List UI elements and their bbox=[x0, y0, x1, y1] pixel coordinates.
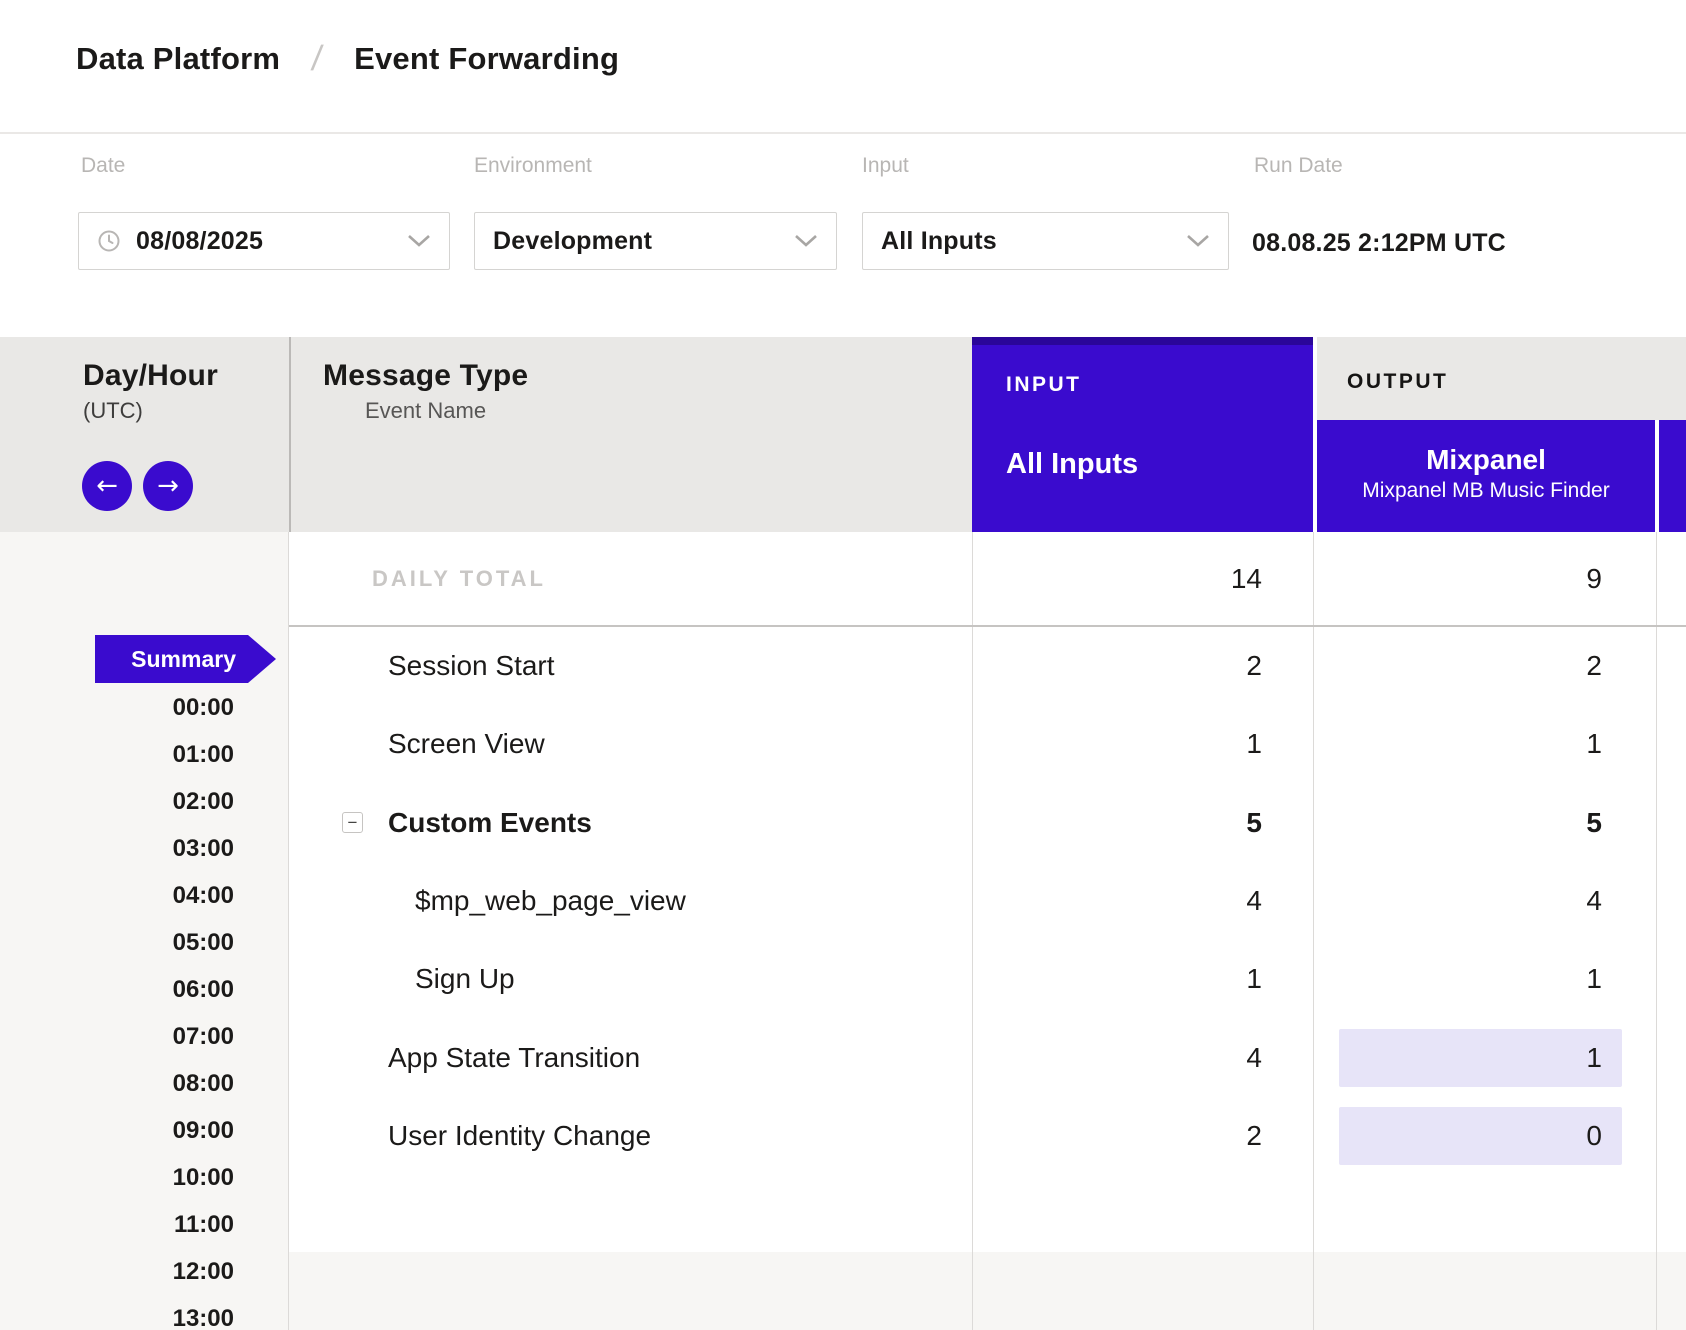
message-type-title: Message Type bbox=[323, 359, 529, 392]
table-row: − Custom Events 5 5 bbox=[289, 784, 1686, 862]
hour-item[interactable]: 10:00 bbox=[172, 1164, 234, 1191]
input-count-cell: 2 bbox=[1246, 650, 1262, 681]
output-count-cell: 1 bbox=[1586, 728, 1602, 759]
breadcrumb: Data Platform / Event Forwarding bbox=[76, 34, 619, 84]
daily-total-row: DAILY TOTAL 14 9 bbox=[289, 532, 1686, 627]
breadcrumb-separator: / bbox=[309, 39, 325, 78]
input-count-cell: 4 bbox=[1246, 1042, 1262, 1073]
hour-item[interactable]: 02:00 bbox=[172, 788, 234, 815]
column-gap bbox=[1655, 420, 1659, 532]
output-count-cell: 1 bbox=[1586, 963, 1602, 994]
environment-filter-label: Environment bbox=[474, 154, 592, 177]
chevron-down-icon bbox=[408, 235, 430, 247]
input-column-label: All Inputs bbox=[1006, 448, 1139, 480]
hour-item[interactable]: 01:00 bbox=[172, 741, 234, 768]
event-name-label: Screen View bbox=[388, 728, 545, 759]
table-row: App State Transition 4 1 bbox=[289, 1019, 1686, 1097]
day-hour-title: Day/Hour bbox=[83, 359, 218, 392]
date-filter-label: Date bbox=[81, 154, 126, 177]
event-name-label: Session Start bbox=[388, 650, 555, 681]
day-hour-subtitle: (UTC) bbox=[83, 398, 143, 423]
arrow-right-icon: → bbox=[157, 471, 179, 501]
input-count-cell: 1 bbox=[1246, 728, 1262, 759]
column-divider bbox=[289, 337, 291, 532]
summary-label: Summary bbox=[131, 645, 236, 672]
environment-filter-dropdown[interactable]: Development bbox=[474, 212, 837, 270]
input-count-cell: 4 bbox=[1246, 885, 1262, 916]
chevron-down-icon bbox=[795, 235, 817, 247]
event-name-label: App State Transition bbox=[388, 1042, 641, 1073]
input-count-cell: 2 bbox=[1246, 1120, 1262, 1151]
input-count-cell: 1 bbox=[1246, 963, 1262, 994]
output-column-title: Mixpanel bbox=[1426, 444, 1546, 475]
output-discrepancy-highlight bbox=[1339, 1029, 1622, 1087]
summary-selector[interactable]: Summary bbox=[95, 635, 276, 683]
table-row: Sign Up 1 1 bbox=[289, 940, 1686, 1018]
next-day-button[interactable]: → bbox=[143, 461, 193, 511]
input-count-cell: 5 bbox=[1246, 807, 1262, 838]
breadcrumb-parent[interactable]: Data Platform bbox=[76, 41, 281, 76]
message-type-header: Message Type Event Name bbox=[323, 358, 528, 428]
daily-total-label: DAILY TOTAL bbox=[372, 566, 546, 591]
grid-line bbox=[972, 532, 973, 1330]
header-divider bbox=[0, 132, 1686, 134]
hour-item[interactable]: 03:00 bbox=[172, 835, 234, 862]
environment-filter-value: Development bbox=[493, 226, 653, 255]
daily-total-input-value: 14 bbox=[1230, 563, 1262, 594]
previous-day-button[interactable]: ← bbox=[82, 461, 132, 511]
event-name-label: Sign Up bbox=[415, 963, 515, 994]
hour-item[interactable]: 13:00 bbox=[172, 1305, 234, 1330]
hour-item[interactable]: 05:00 bbox=[172, 929, 234, 956]
output-column-header-partial bbox=[1659, 420, 1686, 532]
event-name-label: Custom Events bbox=[388, 807, 592, 838]
event-name-label: User Identity Change bbox=[388, 1120, 652, 1151]
hour-item[interactable]: 08:00 bbox=[172, 1070, 234, 1097]
grid-line bbox=[1313, 532, 1314, 1330]
hour-item[interactable]: 12:00 bbox=[172, 1258, 234, 1285]
hour-item[interactable]: 09:00 bbox=[172, 1117, 234, 1144]
date-filter-dropdown[interactable]: 08/08/2025 bbox=[78, 212, 450, 270]
hour-item[interactable]: 07:00 bbox=[172, 1023, 234, 1050]
output-count-cell: 4 bbox=[1586, 885, 1602, 916]
output-column-header-mixpanel: Mixpanel Mixpanel MB Music Finder bbox=[1317, 420, 1655, 532]
date-filter-value: 08/08/2025 bbox=[136, 226, 264, 255]
day-nav: ← → bbox=[82, 461, 193, 511]
hour-item[interactable]: 04:00 bbox=[172, 882, 234, 909]
table-row: Screen View 1 1 bbox=[289, 705, 1686, 783]
run-date-label: Run Date bbox=[1254, 154, 1343, 177]
chevron-down-icon bbox=[1187, 235, 1209, 247]
daily-total-output-value: 9 bbox=[1586, 563, 1602, 594]
output-group-label: OUTPUT bbox=[1347, 370, 1449, 393]
collapse-minus-icon[interactable]: − bbox=[342, 812, 363, 833]
output-count-cell: 1 bbox=[1586, 1042, 1602, 1073]
input-filter-label: Input bbox=[862, 154, 909, 177]
input-filter-value: All Inputs bbox=[881, 226, 997, 255]
event-name-subtitle: Event Name bbox=[365, 398, 487, 423]
page-title: Event Forwarding bbox=[354, 41, 620, 76]
day-hour-header: Day/Hour (UTC) bbox=[83, 358, 218, 428]
input-filter-dropdown[interactable]: All Inputs bbox=[862, 212, 1229, 270]
table-row: Session Start 2 2 bbox=[289, 627, 1686, 705]
output-count-cell: 2 bbox=[1586, 650, 1602, 681]
input-column-header: INPUT All Inputs bbox=[972, 337, 1313, 532]
output-count-cell: 5 bbox=[1586, 807, 1602, 838]
event-name-label: $mp_web_page_view bbox=[415, 885, 686, 916]
output-count-cell: 0 bbox=[1586, 1120, 1602, 1151]
grid-line bbox=[1656, 532, 1657, 1330]
run-date-value: 08.08.25 2:12PM UTC bbox=[1252, 229, 1506, 257]
column-gap bbox=[1313, 337, 1317, 532]
input-group-label: INPUT bbox=[1006, 373, 1082, 396]
hour-item[interactable]: 00:00 bbox=[172, 694, 234, 721]
table-row: $mp_web_page_view 4 4 bbox=[289, 862, 1686, 940]
hour-item[interactable]: 06:00 bbox=[172, 976, 234, 1003]
arrow-left-icon: ← bbox=[96, 471, 118, 501]
output-discrepancy-highlight bbox=[1339, 1107, 1622, 1165]
clock-icon bbox=[98, 230, 120, 252]
table-row: User Identity Change 2 0 bbox=[289, 1097, 1686, 1175]
output-column-subtitle: Mixpanel MB Music Finder bbox=[1362, 479, 1610, 502]
hour-item[interactable]: 11:00 bbox=[173, 1211, 234, 1238]
table-footer-strip bbox=[289, 1252, 1686, 1330]
